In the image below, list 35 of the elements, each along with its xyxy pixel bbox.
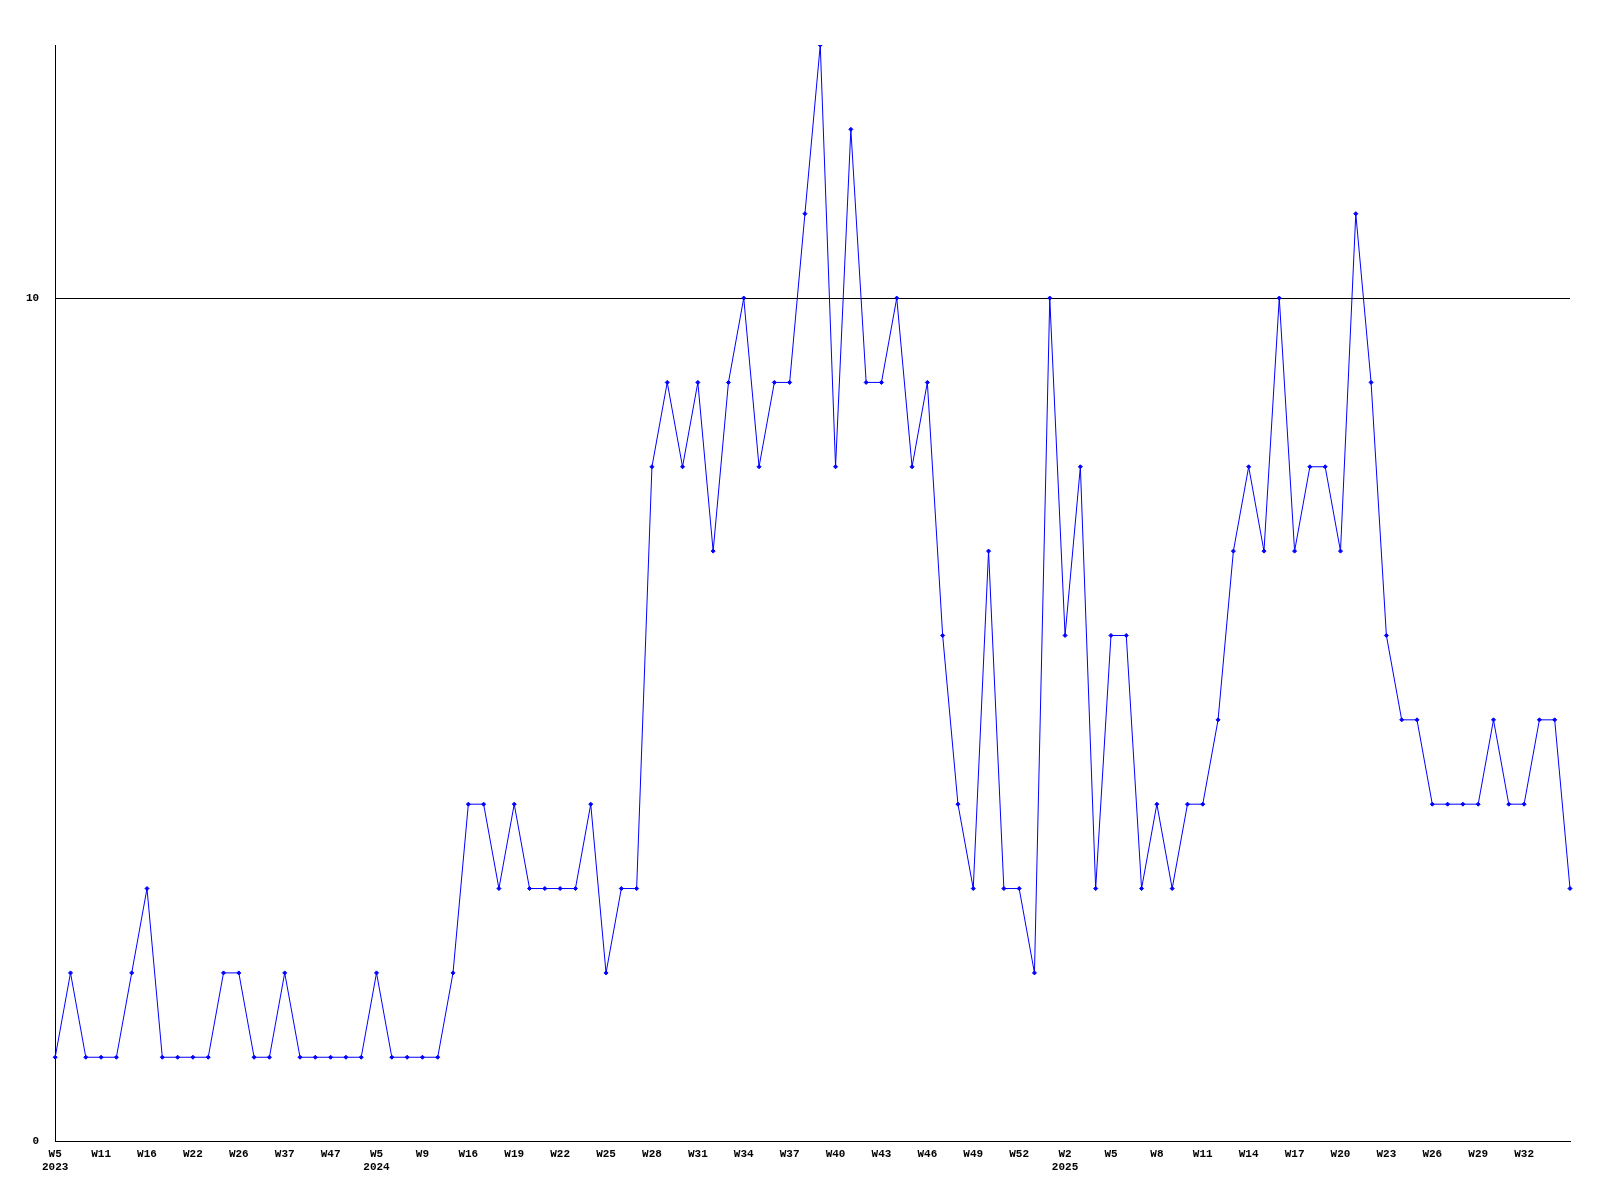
x-tick-label: W43 bbox=[871, 1147, 892, 1160]
x-tick-label: W8 bbox=[1150, 1147, 1164, 1160]
x-tick-label: W32 bbox=[1514, 1147, 1534, 1160]
x-tick-label: W40 bbox=[825, 1147, 846, 1160]
x-tick-label: W9 bbox=[415, 1147, 430, 1160]
x-tick-label: W22 bbox=[550, 1147, 571, 1160]
x-tick-label: W23 bbox=[1376, 1147, 1397, 1160]
y-tick-label: 0 bbox=[32, 1135, 40, 1148]
x-tick-label: W49 bbox=[963, 1147, 984, 1160]
x-tick-label: W31 bbox=[687, 1147, 709, 1160]
x-tick-label: W26 bbox=[1422, 1147, 1443, 1160]
x-tick-label: W5 bbox=[1104, 1147, 1118, 1160]
x-tick-label: W34 bbox=[733, 1147, 755, 1160]
y-tick-label: 10 bbox=[26, 291, 40, 304]
x-tick-label: W16 bbox=[137, 1147, 157, 1160]
x-tick-label: W37 bbox=[779, 1147, 800, 1160]
x-tick-label: W5 2024 bbox=[363, 1147, 391, 1174]
x-tick-label: W28 bbox=[642, 1147, 663, 1160]
x-tick-label: W19 bbox=[504, 1147, 525, 1160]
x-tick-label: W26 bbox=[228, 1147, 249, 1160]
x-tick-label: W52 bbox=[1009, 1147, 1030, 1160]
x-tick-label: W46 bbox=[917, 1147, 938, 1160]
x-tick-label: W5 2023 bbox=[42, 1147, 69, 1174]
x-tick-label: W22 bbox=[183, 1147, 203, 1160]
x-tick-label: W11 bbox=[1192, 1147, 1214, 1160]
x-tick-label: W16 bbox=[458, 1147, 479, 1160]
x-tick-label: W29 bbox=[1468, 1147, 1489, 1160]
x-tick-label: W2 2025 bbox=[1051, 1147, 1079, 1174]
x-tick-label: W25 bbox=[596, 1147, 617, 1160]
x-tick-label: W17 bbox=[1284, 1147, 1305, 1160]
x-tick-label: W47 bbox=[320, 1147, 341, 1160]
x-tick-label: W14 bbox=[1238, 1147, 1259, 1160]
x-tick-label: W11 bbox=[91, 1147, 112, 1160]
x-tick-label: W37 bbox=[274, 1147, 295, 1160]
x-tick-label: W20 bbox=[1330, 1147, 1351, 1160]
